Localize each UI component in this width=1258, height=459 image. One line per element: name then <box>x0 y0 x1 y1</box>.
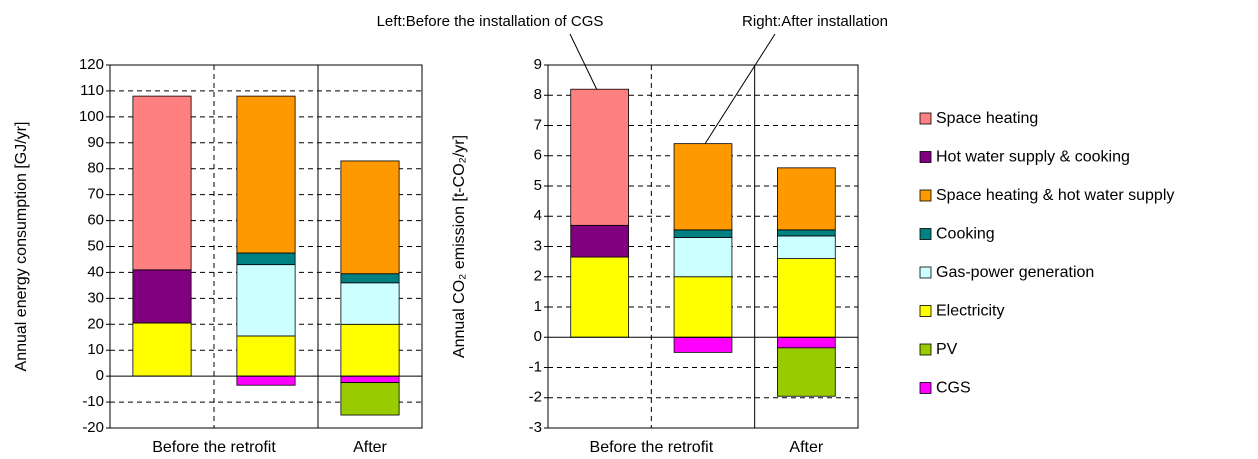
y-tick-label: 50 <box>87 237 104 254</box>
y-tick-label: -20 <box>82 419 104 436</box>
plot-frame <box>109 64 423 429</box>
bar-segment <box>777 235 836 260</box>
legend-swatch <box>919 382 932 394</box>
legend-label: Gas-power generation <box>936 264 1094 281</box>
bar-segment <box>777 229 836 237</box>
bar-segment <box>340 282 400 325</box>
bar-segment <box>340 382 400 416</box>
legend-swatch <box>919 266 932 279</box>
y-tick-label: 20 <box>87 315 104 332</box>
legend-label: PV <box>936 341 958 358</box>
bar-segment <box>777 347 836 397</box>
y-tick-label: 80 <box>87 160 104 177</box>
y-tick-label: 110 <box>80 82 104 99</box>
y-tick-label: 9 <box>534 56 542 73</box>
y-tick-label: 5 <box>534 177 542 194</box>
bar-segment <box>777 258 836 338</box>
y-tick-label: 7 <box>534 116 542 133</box>
plot-frame <box>547 64 859 429</box>
annotation: Left:Before the installation of CGS <box>377 13 604 30</box>
y-tick-label: 60 <box>87 212 104 229</box>
legend-label: Space heating & hot water supply <box>936 187 1174 204</box>
x-group-label: After <box>789 439 823 456</box>
y-tick-label: -2 <box>529 389 542 406</box>
y-tick-label: 4 <box>534 207 542 224</box>
bar-segment <box>340 375 400 384</box>
bar-segment <box>132 322 192 377</box>
y-tick-label: 3 <box>534 237 542 254</box>
legend-swatch <box>919 189 932 202</box>
bar-segment <box>673 229 733 238</box>
bar-segment <box>777 167 836 231</box>
bar-segment <box>340 160 400 275</box>
legend-swatch <box>919 305 932 317</box>
x-group-label: After <box>353 439 387 456</box>
bar-segment <box>132 269 192 324</box>
x-group-label: Before the retrofit <box>152 439 276 456</box>
bar-segment <box>236 264 296 337</box>
legend-label: Hot water supply & cooking <box>936 149 1130 166</box>
bar-segment <box>236 375 296 386</box>
y-tick-label: 100 <box>79 108 104 125</box>
bar-segment <box>673 336 733 353</box>
bar-segment <box>340 323 400 377</box>
bar-segment <box>570 256 630 338</box>
y-tick-label: 0 <box>534 328 542 345</box>
legend-label: CGS <box>936 380 971 397</box>
bar-segment <box>236 335 296 377</box>
y-tick-label: 120 <box>79 56 104 73</box>
legend-swatch <box>919 343 932 356</box>
y-tick-label: 8 <box>534 86 542 103</box>
bar-segment <box>777 336 836 349</box>
bar-segment <box>236 95 296 254</box>
legend-swatch <box>919 151 932 163</box>
y-tick-label: 70 <box>87 186 104 203</box>
y-tick-label: 30 <box>87 289 104 306</box>
y-tick-label: 2 <box>534 268 542 285</box>
legend-swatch <box>919 112 932 125</box>
legend-label: Space heating <box>936 110 1038 127</box>
bar-segment <box>570 88 630 226</box>
y-axis-label: Annual energy consumption [GJ/yr] <box>13 122 30 372</box>
y-tick-label: 10 <box>87 341 104 358</box>
y-tick-label: -10 <box>82 393 104 410</box>
bar-segment <box>340 273 400 284</box>
leader-line <box>569 33 599 93</box>
y-tick-label: 40 <box>87 263 104 280</box>
annotation: Right:After installation <box>742 13 888 30</box>
legend-label: Cooking <box>936 226 995 243</box>
y-tick-label: 90 <box>87 134 104 151</box>
y-axis-label: Annual CO₂ emission [t-CO₂/yr] <box>451 135 468 358</box>
leader-line <box>702 33 776 148</box>
bar-segment <box>236 252 296 266</box>
legend-swatch <box>919 228 932 240</box>
bar-segment <box>673 276 733 338</box>
bar-segment <box>673 143 733 231</box>
y-tick-label: 1 <box>534 298 542 315</box>
y-tick-label: -1 <box>529 358 542 375</box>
x-group-label: Before the retrofit <box>590 439 714 456</box>
bar-segment <box>673 237 733 278</box>
y-tick-label: -3 <box>529 419 542 436</box>
legend-label: Electricity <box>936 303 1004 320</box>
y-tick-label: 6 <box>534 147 542 164</box>
bar-segment <box>570 224 630 258</box>
y-tick-label: 0 <box>96 367 104 384</box>
bar-segment <box>132 95 192 271</box>
